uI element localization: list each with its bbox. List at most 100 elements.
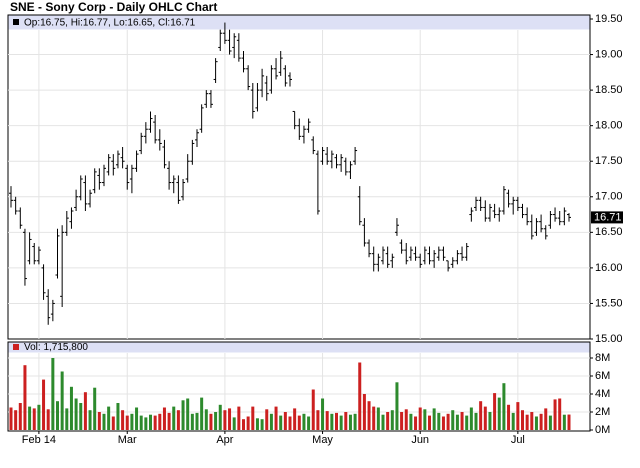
- volume-bar: [60, 371, 64, 430]
- volume-bar: [37, 404, 41, 430]
- y-tick-label: 15.50: [595, 297, 623, 309]
- y-tick-label: 17.50: [595, 155, 623, 167]
- volume-bar: [28, 406, 32, 430]
- volume-bar: [455, 414, 459, 430]
- y-tick-label: 19.50: [595, 13, 623, 25]
- last-price-label: 16.71: [594, 211, 622, 223]
- y-tick-label: 17.00: [595, 191, 623, 203]
- volume-bar: [204, 409, 208, 430]
- volume-bar: [46, 409, 50, 430]
- y-tick-label: 16.00: [595, 262, 623, 274]
- price-legend-swatch: [13, 19, 19, 25]
- volume-bar: [288, 416, 292, 430]
- volume-bar: [162, 407, 166, 430]
- volume-bar: [195, 412, 199, 430]
- y-tick-label: 16.50: [595, 226, 623, 238]
- volume-bar: [335, 412, 338, 430]
- volume-bar: [409, 413, 413, 430]
- volume-bar: [97, 412, 101, 430]
- volume-legend-swatch: [13, 344, 19, 350]
- volume-bar: [325, 411, 329, 430]
- volume-bar: [79, 403, 83, 430]
- volume-legend: Vol: 1,715,800: [24, 342, 88, 353]
- y-tick-label: 18.00: [595, 120, 623, 132]
- volume-bar: [311, 389, 315, 430]
- volume-legend-band: [8, 342, 590, 353]
- volume-bar: [228, 408, 232, 430]
- volume-bar: [102, 413, 106, 430]
- volume-bar: [428, 415, 431, 430]
- volume-bar: [567, 414, 571, 430]
- volume-bar: [358, 362, 362, 430]
- volume-bar: [423, 409, 427, 430]
- volume-bar: [441, 416, 445, 430]
- volume-bar: [32, 408, 36, 430]
- volume-bar: [88, 410, 92, 430]
- volume-bar: [395, 382, 399, 430]
- volume-bar: [302, 413, 306, 430]
- volume-bar: [404, 409, 408, 430]
- volume-bar: [493, 393, 497, 430]
- volume-bar: [149, 414, 152, 430]
- volume-bar: [348, 414, 352, 430]
- volume-bar: [293, 408, 297, 430]
- price-legend-band: [8, 15, 590, 30]
- volume-bar: [51, 358, 55, 430]
- volume-bar: [69, 386, 73, 430]
- volume-bar: [483, 406, 487, 430]
- volume-bar: [269, 413, 273, 430]
- x-tick-label: Jul: [511, 434, 525, 446]
- volume-bar: [353, 413, 357, 430]
- volume-bar: [507, 404, 511, 430]
- volume-bar: [181, 400, 185, 430]
- volume-bar: [381, 414, 385, 430]
- volume-bar: [116, 403, 120, 430]
- y-tick-label: 6M: [595, 370, 610, 382]
- volume-bar: [107, 406, 111, 430]
- volume-bar: [390, 410, 394, 430]
- volume-bar: [451, 410, 455, 430]
- y-tick-label: 4M: [595, 388, 610, 400]
- last-price-box: [591, 211, 623, 224]
- volume-bar: [511, 412, 515, 430]
- volume-bar: [121, 410, 125, 430]
- plot-layer: 15.00 15.50 16.00 16.50 17.00 17.50 18.00 18.50…: [8, 13, 623, 446]
- volume-bar: [558, 398, 562, 430]
- volume-bar: [283, 412, 287, 430]
- volume-bar: [279, 415, 283, 430]
- volume-bar: [432, 408, 436, 430]
- volume-bar: [42, 379, 46, 430]
- volume-bar: [65, 408, 69, 430]
- volume-bar: [437, 412, 441, 430]
- volume-bar: [130, 413, 134, 430]
- volume-bar: [400, 412, 404, 430]
- y-tick-label: 2M: [595, 406, 610, 418]
- price-panel: [7, 14, 591, 340]
- volume-bar: [242, 419, 245, 430]
- price-legend: Op:16.75, Hi:16.77, Lo:16.65, Cl:16.71: [24, 18, 196, 29]
- volume-bar: [521, 410, 524, 430]
- volume-bar: [74, 398, 78, 430]
- volume-bar: [460, 412, 464, 430]
- volume-bar: [246, 416, 250, 430]
- y-tick-label: 18.50: [595, 84, 623, 96]
- volume-bar: [446, 413, 450, 430]
- volume-bar: [56, 401, 59, 430]
- volume-bar: [274, 406, 278, 430]
- volume-bar: [18, 403, 22, 430]
- volume-bar: [265, 409, 269, 430]
- volume-bar: [186, 398, 190, 430]
- volume-bar: [548, 415, 552, 430]
- volume-bar: [214, 412, 218, 430]
- x-tick-label: Mar: [118, 434, 137, 446]
- volume-bar: [139, 415, 143, 430]
- volume-bar: [469, 407, 473, 430]
- volume-bar: [465, 415, 469, 430]
- volume-bar: [372, 406, 376, 430]
- volume-bar: [367, 401, 371, 430]
- volume-bar: [553, 399, 557, 430]
- volume-bar: [539, 413, 543, 430]
- y-tick-label: 15.00: [595, 333, 623, 345]
- volume-bar: [316, 410, 320, 430]
